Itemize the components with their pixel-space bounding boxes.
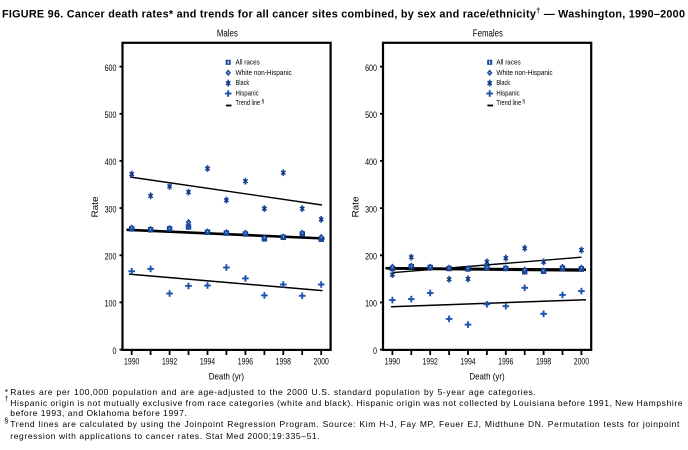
svg-text:600: 600 <box>105 63 117 73</box>
svg-text:100: 100 <box>365 299 377 309</box>
svg-text:200: 200 <box>105 252 117 262</box>
svg-text:Death (yr): Death (yr) <box>469 371 504 382</box>
svg-text:Females: Females <box>473 29 503 40</box>
svg-text:1998: 1998 <box>276 357 291 367</box>
svg-text:1992: 1992 <box>423 357 438 367</box>
svg-text:2000: 2000 <box>314 357 329 367</box>
svg-text:Males: Males <box>217 29 238 40</box>
svg-text:1990: 1990 <box>385 357 400 367</box>
svg-text:Hispanic: Hispanic <box>236 90 260 98</box>
svg-text:White non-Hispanic: White non-Hispanic <box>496 69 553 77</box>
svg-text:Rate: Rate <box>90 197 100 218</box>
svg-text:400: 400 <box>105 157 117 167</box>
svg-text:600: 600 <box>365 63 377 73</box>
svg-text:1996: 1996 <box>238 357 253 367</box>
svg-text:1994: 1994 <box>460 357 475 367</box>
svg-text:200: 200 <box>365 252 377 262</box>
svg-text:100: 100 <box>105 299 117 309</box>
svg-text:Hispanic: Hispanic <box>496 90 520 98</box>
svg-text:§: § <box>522 99 525 105</box>
svg-text:§: § <box>261 99 264 105</box>
svg-text:Death (yr): Death (yr) <box>209 371 244 382</box>
svg-text:1992: 1992 <box>162 357 177 367</box>
svg-text:2000: 2000 <box>574 357 589 367</box>
svg-text:1998: 1998 <box>536 357 551 367</box>
svg-text:Rate: Rate <box>351 197 361 218</box>
svg-text:1990: 1990 <box>124 357 139 367</box>
svg-text:0: 0 <box>113 346 117 356</box>
svg-text:500: 500 <box>105 110 117 120</box>
svg-text:1996: 1996 <box>498 357 513 367</box>
svg-text:300: 300 <box>105 204 117 214</box>
svg-text:Trend line: Trend line <box>496 99 521 107</box>
svg-text:White non-Hispanic: White non-Hispanic <box>236 69 293 77</box>
svg-text:500: 500 <box>365 110 377 120</box>
svg-text:Black: Black <box>496 79 510 87</box>
svg-text:Trend line: Trend line <box>236 99 261 107</box>
svg-text:All races: All races <box>496 58 521 66</box>
svg-text:Black: Black <box>236 79 250 87</box>
svg-text:400: 400 <box>365 157 377 167</box>
svg-text:1994: 1994 <box>200 357 215 367</box>
svg-text:300: 300 <box>365 204 377 214</box>
svg-text:0: 0 <box>373 346 377 356</box>
svg-text:All races: All races <box>236 58 261 66</box>
